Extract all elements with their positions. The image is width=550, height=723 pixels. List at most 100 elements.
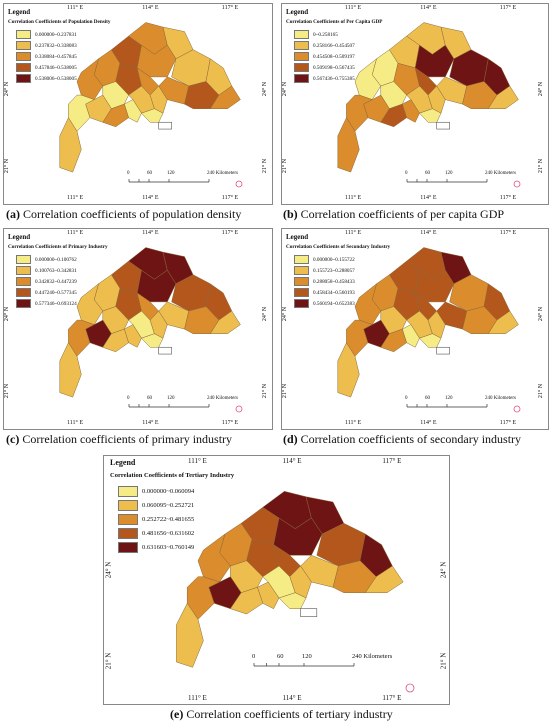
legend-row: 0.000000~0.155722: [294, 255, 355, 264]
right-tick-label: 21° N: [262, 158, 269, 174]
map-region: [427, 85, 446, 114]
legend-label: 0.454508~0.509197: [313, 53, 355, 60]
hong-kong-outline: [158, 121, 172, 130]
legend-swatch: [16, 255, 31, 264]
legend-subtitle: Correlation Coefficients of Primary Indu…: [8, 244, 108, 250]
legend-row: 0.000000~0.237831: [16, 30, 77, 39]
legend-row: 0.100763~0.342831: [16, 266, 77, 275]
map-region: [102, 328, 129, 353]
map-region: [436, 76, 468, 105]
caption-d: (d) Correlation coefficients of secondar…: [283, 432, 522, 446]
legend-row: 0.481656~0.631602: [118, 528, 194, 539]
top-tick-label: 111° E: [67, 5, 84, 11]
map-region: [436, 301, 468, 330]
legend-swatch: [294, 63, 309, 72]
legend-label: 0.252722~0.481655: [142, 516, 195, 523]
right-tick-label: 21° N: [439, 652, 448, 669]
right-tick-label: 24° N: [538, 81, 545, 97]
legend-swatch: [294, 288, 309, 297]
left-tick-label: 24° N: [4, 306, 11, 322]
legend-swatch: [16, 41, 31, 50]
legend-swatch: [16, 266, 31, 275]
bottom-tick-label: 111° E: [345, 195, 362, 201]
map-svg: [59, 247, 243, 413]
right-tick-label: 21° N: [538, 383, 545, 399]
map-region: [158, 76, 190, 105]
left-tick-label: 24° N: [4, 81, 11, 97]
map-region: [59, 342, 82, 398]
top-tick-label: 114° E: [420, 5, 437, 11]
legend-label: 0~0.258165: [313, 31, 338, 38]
left-tick-label: 21° N: [4, 158, 11, 174]
map-region: [123, 99, 142, 123]
map-region: [197, 533, 231, 583]
legend-label: 0.560194~0.652383: [313, 300, 355, 307]
top-tick-label: 111° E: [345, 230, 362, 236]
map-region: [337, 117, 360, 173]
map-region: [346, 94, 373, 132]
legend-label: 0.060095~0.252721: [142, 502, 195, 509]
legend-label: 0.000000~0.155722: [313, 256, 355, 263]
map-region: [380, 328, 407, 353]
map-region: [289, 565, 312, 599]
bottom-tick-label: 114° E: [282, 694, 302, 702]
legend-title: Legend: [286, 233, 309, 241]
legend-swatch: [16, 299, 31, 308]
map-region: [401, 99, 420, 123]
top-tick-label: 114° E: [142, 5, 159, 11]
scale-label: 240 Kilometers: [352, 653, 393, 660]
legend-swatch: [294, 266, 309, 275]
north-arrow-icon: [235, 180, 243, 188]
legend-row: 0.252722~0.481655: [118, 514, 194, 525]
top-tick-label: 114° E: [420, 230, 437, 236]
legend-label: 0.338084~0.457845: [35, 53, 77, 60]
north-arrow-icon: [235, 405, 243, 413]
top-tick-label: 117° E: [382, 457, 402, 465]
map-region: [278, 592, 307, 609]
map-region: [59, 117, 82, 173]
map-region: [427, 310, 446, 339]
scale-label: 120: [167, 171, 175, 176]
legend-label: 0.000000~0.100762: [35, 256, 77, 263]
map-region: [419, 333, 442, 348]
legend-subtitle: Correlation Coefficients of Tertiary Ind…: [110, 472, 235, 479]
map-panel-e: 111° E 111° E 114° E 114° E 117° E 117° E 24° …: [103, 455, 450, 705]
legend-label: 0.258166~0.454507: [313, 42, 355, 49]
scale-label: 0: [405, 396, 408, 401]
left-tick-label: 21° N: [4, 383, 11, 399]
legend-row: 0.458434~0.560193: [294, 288, 355, 297]
scale-label: 120: [445, 171, 453, 176]
legend-label: 0.457846~0.538005: [35, 64, 77, 71]
scale-label: 120: [167, 396, 175, 401]
legend-label: 0.458434~0.560193: [313, 289, 355, 296]
legend-swatch: [118, 528, 138, 539]
top-tick-label: 111° E: [345, 5, 362, 11]
scale-label: 0: [127, 396, 130, 401]
legend-swatch: [294, 41, 309, 50]
map-region: [257, 581, 280, 610]
bottom-tick-label: 111° E: [67, 195, 84, 201]
legend-swatch: [294, 74, 309, 83]
scale-label: 60: [425, 396, 430, 401]
legend-swatch: [118, 486, 138, 497]
hong-kong-outline: [158, 346, 172, 355]
bottom-tick-label: 114° E: [142, 195, 159, 201]
top-tick-label: 117° E: [221, 5, 239, 11]
bottom-tick-label: 111° E: [67, 420, 84, 426]
map-svg: [176, 491, 415, 693]
legend-swatch: [294, 52, 309, 61]
top-tick-label: 114° E: [282, 457, 302, 465]
scale-bar: [128, 404, 210, 408]
legend-swatch: [16, 52, 31, 61]
scale-label: 0: [405, 171, 408, 176]
scale-label: 240 Kilometers: [485, 396, 516, 401]
legend-title: Legend: [286, 8, 309, 16]
legend-subtitle: Correlation Coefficients of Per Capita G…: [286, 19, 383, 25]
map-region: [230, 586, 264, 615]
legend-label: 0.000000~0.237831: [35, 31, 77, 38]
map-svg: [337, 22, 521, 188]
top-tick-label: 117° E: [221, 230, 239, 236]
scale-label: 0: [252, 653, 256, 660]
north-arrow-icon: [405, 683, 415, 693]
legend-swatch: [294, 277, 309, 286]
